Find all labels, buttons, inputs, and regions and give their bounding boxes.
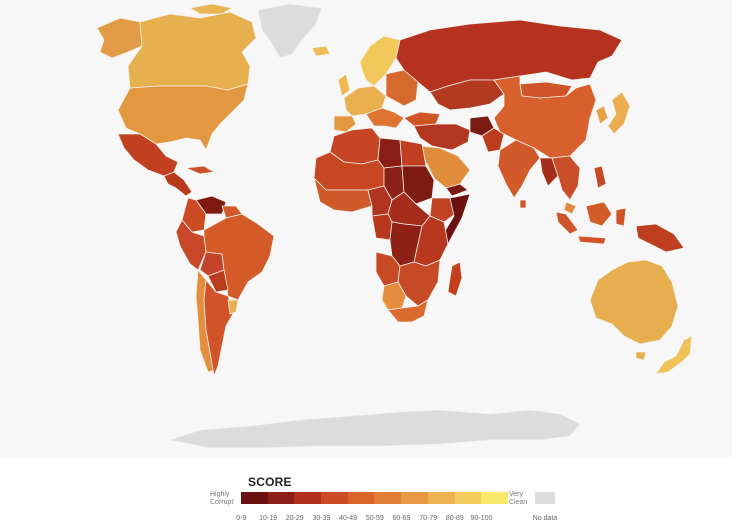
legend-high-label: Very Clean xyxy=(509,491,528,506)
legend-swatch xyxy=(267,492,295,504)
region-antarctica[interactable] xyxy=(169,409,581,449)
region-southern-europe[interactable] xyxy=(365,107,405,129)
legend-range-label: 70-79 xyxy=(419,515,438,522)
region-madagascar[interactable] xyxy=(447,261,463,297)
legend-no-data-swatch xyxy=(535,492,555,504)
region-central-america[interactable] xyxy=(163,171,193,197)
map-svg xyxy=(96,3,693,449)
region-tasmania[interactable] xyxy=(635,351,647,361)
legend-swatch xyxy=(454,492,482,504)
region-egypt[interactable] xyxy=(399,139,427,167)
region-india[interactable] xyxy=(497,139,541,199)
region-canada[interactable] xyxy=(127,11,257,91)
region-libya[interactable] xyxy=(377,137,403,169)
region-central-asia[interactable] xyxy=(429,79,505,111)
legend-swatch-row xyxy=(241,492,508,504)
region-congo[interactable] xyxy=(371,213,393,241)
legend-range-label: 50-59 xyxy=(365,515,384,522)
region-alaska[interactable] xyxy=(96,17,143,59)
region-paraguay[interactable] xyxy=(207,269,229,293)
region-scandinavia[interactable] xyxy=(359,35,401,87)
region-brazil[interactable] xyxy=(203,213,275,301)
region-korea[interactable] xyxy=(595,105,609,125)
legend-range-label: 40-49 xyxy=(339,515,358,522)
region-united-kingdom[interactable] xyxy=(337,73,351,97)
region-indonesia-borneo[interactable] xyxy=(585,201,613,227)
legend-swatch xyxy=(374,492,402,504)
region-malaysia[interactable] xyxy=(563,201,577,215)
legend-range-label: 10-19 xyxy=(259,515,277,522)
legend-title: SCORE xyxy=(248,475,292,489)
legend-range-label: 90-100 xyxy=(470,515,493,522)
region-china[interactable] xyxy=(493,75,597,159)
region-philippines[interactable] xyxy=(593,165,607,189)
region-caribbean[interactable] xyxy=(185,165,215,175)
legend-swatch xyxy=(481,492,508,504)
region-indonesia-sumatra[interactable] xyxy=(555,211,579,235)
region-indonesia-java[interactable] xyxy=(577,235,607,245)
region-myanmar[interactable] xyxy=(539,157,559,187)
legend-range-label: 60-69 xyxy=(392,515,411,522)
legend-range-label: 80-89 xyxy=(445,515,464,522)
region-new-zealand[interactable] xyxy=(655,335,693,375)
region-turkey[interactable] xyxy=(403,111,441,127)
region-greenland[interactable] xyxy=(257,3,323,59)
region-australia[interactable] xyxy=(589,259,679,345)
region-middle-east[interactable] xyxy=(413,123,471,151)
region-yemen[interactable] xyxy=(445,183,469,197)
region-argentina[interactable] xyxy=(203,279,235,377)
region-southeast-asia[interactable] xyxy=(551,155,581,201)
region-uruguay[interactable] xyxy=(227,299,239,315)
legend-range-label: 0-9 xyxy=(236,515,247,522)
region-iceland[interactable] xyxy=(311,45,331,57)
region-arctic-islands[interactable] xyxy=(189,3,233,15)
legend-no-data-label: No data xyxy=(532,515,558,522)
legend-swatch xyxy=(401,492,428,504)
legend-low-label: Highly Corrupt xyxy=(210,491,234,506)
legend-range-label: 30-39 xyxy=(312,515,331,522)
world-map xyxy=(96,3,693,449)
legend-range-label: 20-29 xyxy=(285,515,304,522)
region-sri-lanka[interactable] xyxy=(519,199,527,209)
legend-swatch xyxy=(321,492,348,504)
region-south-africa[interactable] xyxy=(387,299,429,323)
region-iberia[interactable] xyxy=(333,115,357,133)
region-indonesia-sulawesi[interactable] xyxy=(615,207,627,227)
legend-swatch xyxy=(241,492,268,504)
region-japan[interactable] xyxy=(607,91,631,135)
legend-range-row: 0-9 10-19 20-29 30-39 40-49 50-59 60-69 70-79 80… xyxy=(228,515,495,522)
legend-swatch xyxy=(427,492,455,504)
legend-panel: SCORE Highly Corrupt Very Clean 0-9 10-19… xyxy=(0,458,732,529)
legend-swatch xyxy=(294,492,322,504)
region-papua-new-guinea[interactable] xyxy=(635,223,685,253)
region-pakistan[interactable] xyxy=(481,127,505,153)
region-mongolia[interactable] xyxy=(519,81,573,99)
legend-swatch xyxy=(347,492,375,504)
